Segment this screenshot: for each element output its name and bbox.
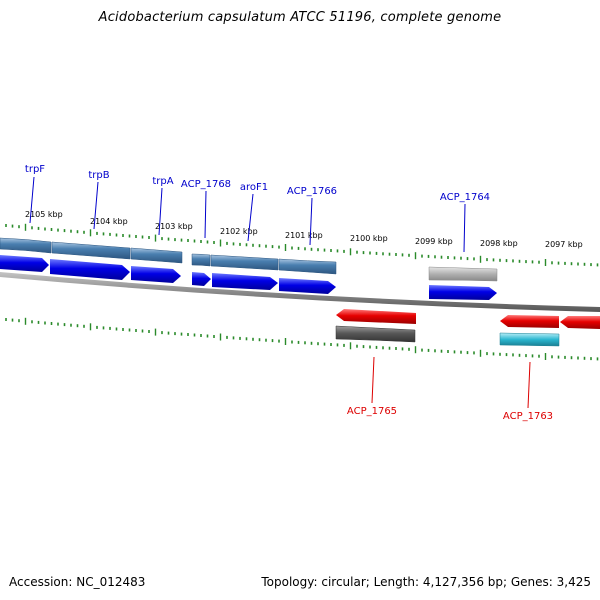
leader-ACP_1763	[527, 361, 531, 409]
page-title: Acidobacterium capsulatum ATCC 51196, co…	[98, 10, 502, 25]
cds-arrow-ACP_1768[interactable]	[192, 272, 211, 286]
cds-arrow-trpF[interactable]	[0, 255, 49, 272]
gene-bar-trpA[interactable]	[130, 247, 183, 264]
kbp-label-2102: 2102 kbp	[220, 227, 258, 236]
gene-label-ACP_1765: ACP_1765	[347, 406, 397, 417]
gene-label-trpA: trpA	[152, 176, 173, 187]
gene-bar-trpB[interactable]	[51, 241, 131, 260]
cds-arrow-next[interactable]	[560, 316, 600, 329]
cds-arrow-ACP_1763[interactable]	[500, 315, 559, 328]
kbp-label-2100: 2100 kbp	[350, 234, 388, 243]
gene-bar-ACP_1768[interactable]	[191, 253, 211, 267]
kbp-label-2098: 2098 kbp	[480, 239, 518, 248]
gene-label-ACP_1763: ACP_1763	[503, 411, 553, 422]
gene-bar-trpF[interactable]	[0, 237, 52, 254]
gene-bar-aroF1[interactable]	[210, 254, 279, 271]
kbp-label-2105: 2105 kbp	[25, 210, 63, 219]
leader-ACP_1766	[309, 197, 313, 246]
gene-bar-ACP_1764[interactable]	[428, 266, 498, 282]
forward-gene-track	[0, 237, 498, 282]
cds-arrow-aroF1[interactable]	[212, 273, 278, 290]
leader-aroF1	[247, 193, 254, 242]
kbp-label-2104: 2104 kbp	[90, 217, 128, 226]
reverse-cds-track	[336, 309, 600, 329]
leader-ACP_1765	[371, 356, 375, 404]
gene-label-ACP_1766: ACP_1766	[287, 186, 337, 197]
gene-label-ACP_1768: ACP_1768	[181, 179, 231, 190]
leader-trpB	[93, 181, 99, 230]
cds-arrow-ACP_1764[interactable]	[429, 285, 497, 300]
cds-arrow-ACP_1766[interactable]	[279, 278, 336, 294]
forward-cds-track	[0, 255, 497, 300]
leader-ACP_1764	[463, 203, 466, 253]
gene-label-trpB: trpB	[88, 170, 109, 181]
genome-stats-text: Topology: circular; Length: 4,127,356 bp…	[261, 575, 591, 589]
genome-backbone	[0, 272, 600, 312]
cds-arrow-trpB[interactable]	[50, 259, 130, 280]
reverse-tick-marks	[5, 317, 599, 361]
leader-trpF	[29, 176, 35, 224]
kbp-label-2101: 2101 kbp	[285, 231, 323, 240]
leader-trpA	[158, 187, 163, 236]
forward-tick-marks	[5, 223, 599, 267]
gene-bar-ACP_1763[interactable]	[499, 332, 560, 347]
label-leader-lines	[29, 176, 531, 409]
leader-ACP_1768	[204, 190, 207, 239]
gene-label-trpF: trpF	[25, 164, 45, 175]
gene-bar-ACP_1765[interactable]	[335, 325, 416, 343]
accession-text: Accession: NC_012483	[9, 575, 146, 589]
kbp-label-2103: 2103 kbp	[155, 222, 193, 231]
gene-label-ACP_1764: ACP_1764	[440, 192, 490, 203]
kbp-label-2099: 2099 kbp	[415, 237, 453, 246]
reverse-gene-track	[335, 325, 560, 347]
gene-bar-ACP_1766[interactable]	[278, 258, 337, 275]
gene-label-aroF1: aroF1	[240, 182, 268, 193]
cds-arrow-ACP_1765[interactable]	[336, 309, 416, 324]
kbp-label-2097: 2097 kbp	[545, 240, 583, 249]
cds-arrow-trpA[interactable]	[131, 266, 181, 283]
